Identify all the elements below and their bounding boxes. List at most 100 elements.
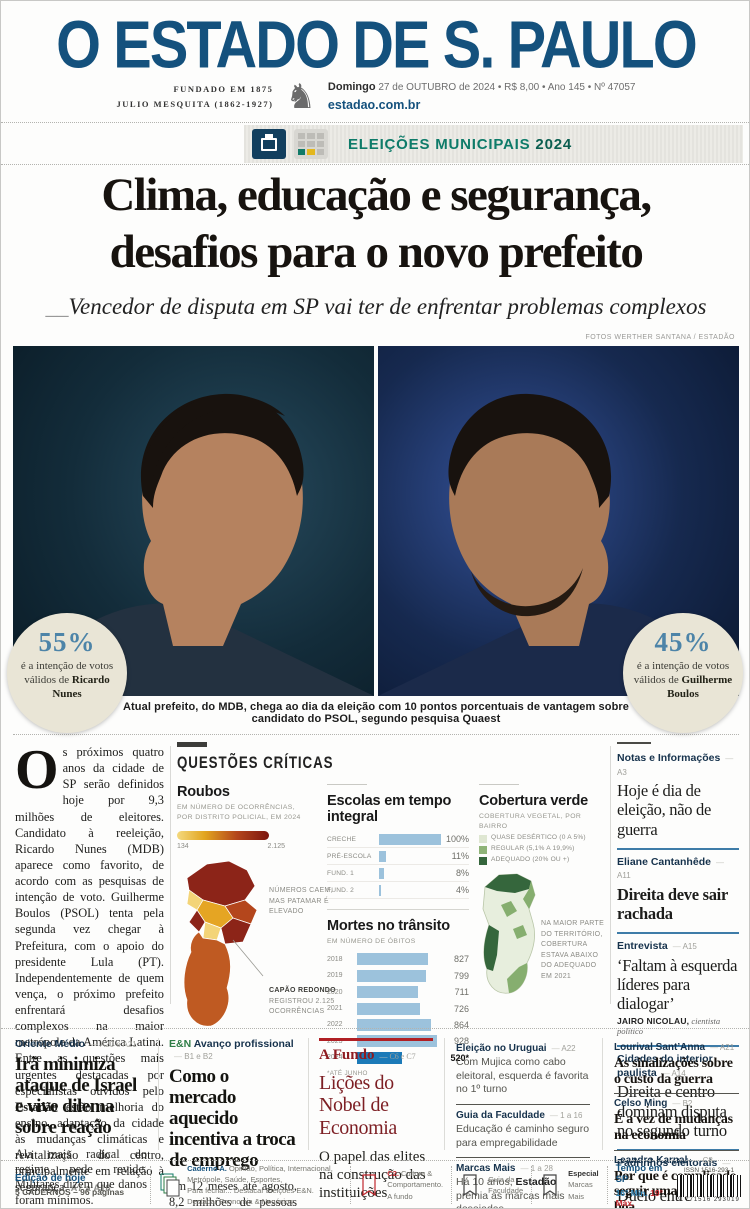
teaser-headline: Hoje é dia de eleição, não de guerra [617,781,711,839]
date-details: 27 de OUTUBRO de 2024 • R$ 8,00 • Ano 14… [378,82,636,93]
bar-track [357,1002,437,1015]
bar-row: PRÉ-ESCOLA 11% [327,848,469,865]
teaser-label: Cidades do interior paulista [617,1053,713,1079]
bar-track [357,1051,437,1064]
bar-row: FUND. 1 8% [327,865,469,882]
brief-eleicao-uruguai[interactable]: Eleição no Uruguai A22 Com Mujica como ca… [456,1038,590,1104]
page-ref: A20 e A21 [90,1040,137,1049]
teaser-label-row: Eliane CantanhêdeA11 [617,856,739,883]
horseman-logo-icon: ♞ [285,77,316,116]
especial-text: Especial Marcas Mais [568,1168,598,1202]
c2-text: C2. Cultura & Comportamento. A fundo [387,1168,443,1202]
weather-label: Tempo em SP [615,1162,663,1185]
bar-track [379,884,441,896]
banner-year: 2024 [535,135,572,153]
bar-value: 864 [453,1019,469,1030]
bar-value: 799 [453,970,469,981]
verde-legend: QUASE DESÉRTICO (0 A 5%) REGULAR (5,1% A … [479,834,605,866]
weather-values: 16° Mín. 19° Máx. [616,1188,669,1208]
brief-label: Eleição no Uruguai [456,1043,547,1054]
article-body: O papel das elites na construção das ins… [319,1149,426,1202]
brief-marcas-mais[interactable]: Marcas Mais 1 a 28 Há 10 anos, Estadão pr… [456,1157,590,1208]
brief-guia-faculdade[interactable]: Guia da Faculdade 1 a 16 Educação é camin… [456,1103,590,1157]
article-oriente-medio[interactable]: Oriente Médio A20 e A21 Irã minimiza ataq… [15,1038,147,1208]
mortes-title: Mortes no trânsito [327,918,450,934]
columnist-label-row: Lourival Sant’Anna A21 [614,1042,739,1053]
roubos-note-1: NÚMEROS CAEM, MAS PATAMAR É ELEVADO [269,887,333,916]
roubos-map-svg [183,861,264,1027]
founded-block: FUNDADO EM 1875 JULIO MESQUITA (1862-192… [117,82,274,111]
teaser-padrinhos-eleitorais[interactable]: Padrinhos eleitoraisA12 Duelo entre Bols… [617,1157,739,1208]
escolas-bar-chart: CRECHE 100% PRÉ-ESCOLA 11% FUND. 1 8% FUND. 2 4… [327,831,469,899]
roubos-subtitle: EM NÚMERO DE OCORRÊNCIAS, POR DISTRITO P… [177,803,317,823]
bar-value: 827 [453,954,469,965]
guia-text: Guia da Faculdade [488,1174,523,1197]
byline-name: JAIRO NICOLAU, [617,1016,690,1027]
column-divider [170,746,171,1004]
legend-label: QUASE DESÉRTICO (0 A 5%) [491,834,586,842]
bar-label: 2020 [327,988,343,996]
dropcap: O [15,739,59,801]
bar-label: 2019 [327,972,343,980]
columnist-celso-ming[interactable]: Celso Ming B2 É a vez de mudanças na econ… [614,1093,739,1149]
divider [617,847,739,850]
boulos-badge-text: é a intenção de votos válidos de Guilher… [623,658,743,701]
article-label: Oriente Médio [15,1038,86,1050]
page-ref: A15 [673,942,697,951]
briefs-column: Eleição no Uruguai A22 Com Mujica como ca… [456,1038,590,1208]
guia-book-icon [463,1174,477,1197]
bar-label: 2018 [327,955,343,963]
article-headline: Lições do Nobel de Economia [319,1072,397,1139]
columnist-label-row: Celso Ming B2 [614,1098,739,1109]
bar-label: CRECHE [327,835,357,843]
bar-fill [357,969,426,982]
bar-fill [357,1002,420,1015]
brief-label-row: Marcas Mais 1 a 28 [456,1163,590,1174]
bar-row: CRECHE 100% [327,831,469,848]
bar-fill [357,1051,402,1064]
article-a-fundo[interactable]: A Fundo C6 e C7 Lições do Nobel de Econom… [319,1038,433,1202]
article-avanco-profissional[interactable]: E&N Avanço profissional B1 e B2 Como o me… [169,1038,297,1209]
columnist-lourival[interactable]: Lourival Sant’Anna A21 As sinalizações so… [614,1038,739,1093]
teaser-label: Eliane Cantanhêde [617,855,711,868]
bar-row: 2022 864 [327,1017,469,1033]
teaser-label-row: Entrevista A15 [617,940,739,954]
teaser-eliane-cantanhede[interactable]: Eliane CantanhêdeA11 Direita deve sair r… [617,856,739,924]
district-name: CAPÃO REDONDO [269,987,336,995]
nunes-poll-badge: 55% é a intenção de votos válidos de Ric… [7,613,127,733]
especial-book-icon [543,1174,557,1197]
divider [479,784,519,785]
charts-column: Escolas em tempo integral CRECHE 100% PRÉ-… [327,784,469,1077]
brand-en: E&N [169,1038,192,1050]
teaser-entrevista[interactable]: Entrevista A15 ‘Faltam à esquerda líderes… [617,940,739,1036]
divider [1,122,749,123]
teaser-cidades-interior[interactable]: Cidades do interior paulistaA14 Direita … [617,1053,739,1140]
article-headline: Irã minimiza ataque de Israel e vive dil… [15,1054,137,1138]
boulos-percentage: 45% [654,627,712,657]
article-label-row: A Fundo C6 e C7 [319,1047,433,1064]
footer-weather: Tempo em SP 16° Mín. 19° Máx. [606,1162,677,1208]
guia-line2: Faculdade [488,1186,524,1195]
article-body: s próximos quatro anos da cidade de SP s… [15,745,164,1098]
c2-lead: C2. [387,1169,399,1179]
headline-line2: desafios para o novo prefeito [109,226,644,279]
teaser-headline: Duelo entre Bolsonaro e Lula ficou só na… [617,1186,726,1208]
website-link[interactable]: estadao.com.br [327,97,421,112]
brief-text: Com Mujica como cabo eleitoral, esquerda… [456,1056,590,1097]
legend-label: REGULAR (5,1% A 19,9%) [491,845,575,853]
article-body: Em 12 meses até agosto, 8,2 milhões de p… [169,1179,297,1209]
verde-title: Cobertura verde [479,793,589,809]
bar-value: 726 [453,1003,469,1014]
legend-range: 134 2.125 [177,843,285,850]
teaser-notas-e-informacoes[interactable]: Notas e InformaçõesA3 Hoje é dia de elei… [617,752,739,839]
page-ref: A21 [710,1043,734,1052]
sections-stack-icon [160,1173,180,1197]
guia-line1: Guia da [488,1174,515,1184]
headline-line1: Clima, educação e segurança, [101,169,652,221]
election-banner: ELEIÇÕES MUNICIPAIS 2024 [244,125,743,163]
legend-item: ADEQUADO (20% OU +) [479,856,605,866]
bar-track [379,833,441,845]
photo-credit: FOTOS WERTHER SANTANA / ESTADÃO [585,334,735,341]
subheadline-text: Vencedor de disputa em SP vai ter de enf… [68,294,707,319]
